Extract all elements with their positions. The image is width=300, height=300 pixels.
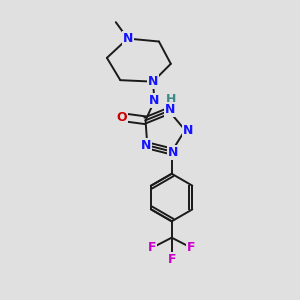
Text: H: H [166, 93, 176, 106]
Text: N: N [141, 139, 151, 152]
Text: F: F [188, 241, 196, 254]
Text: N: N [183, 124, 193, 136]
Text: N: N [149, 94, 160, 107]
Text: N: N [122, 32, 133, 45]
Text: N: N [148, 75, 158, 88]
Text: F: F [148, 241, 156, 254]
Text: N: N [165, 103, 176, 116]
Text: O: O [116, 111, 127, 124]
Text: F: F [167, 253, 176, 266]
Text: N: N [168, 146, 178, 159]
